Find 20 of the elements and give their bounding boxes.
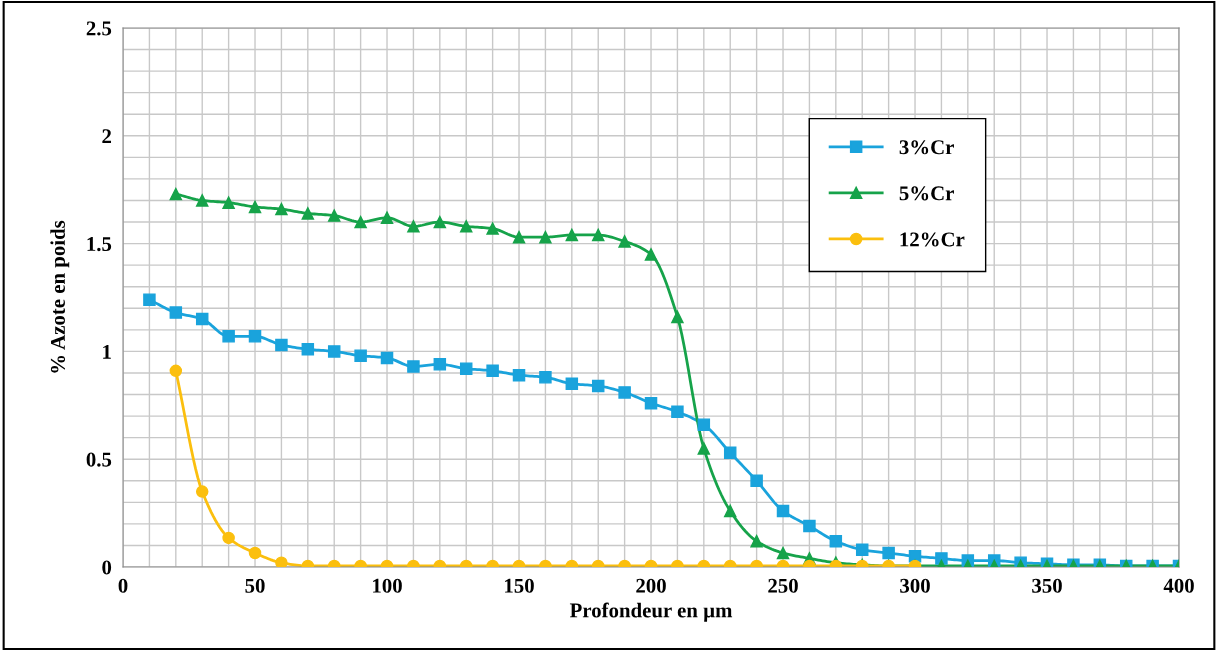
x-tick-label: 250 (768, 578, 798, 593)
legend-label: 3%Cr (899, 140, 954, 155)
x-tick-label: 150 (505, 578, 534, 593)
legend-label: 12%Cr (900, 232, 965, 247)
legend-label: 5%Cr (899, 186, 954, 201)
y-tick-label: 0 (102, 560, 112, 575)
y-tick-label: 2.5 (86, 21, 112, 36)
y-tick-label: 1 (103, 344, 111, 359)
x-tick-label: 350 (1032, 578, 1062, 593)
x-tick-label: 300 (900, 578, 930, 593)
y-tick-label: 2 (102, 129, 112, 144)
x-tick-label: 50 (245, 578, 265, 593)
x-tick-label: 200 (636, 578, 666, 593)
x-tick-label: 400 (1163, 578, 1194, 593)
x-axis-title: Profondeur en µm (569, 602, 733, 622)
x-tick-label: 0 (118, 578, 128, 593)
y-tick-label: 1.5 (87, 237, 112, 252)
x-tick-label: 100 (373, 578, 402, 593)
y-axis-title: % Azote en poids (50, 220, 70, 373)
y-tick-label: 0.5 (86, 452, 112, 467)
